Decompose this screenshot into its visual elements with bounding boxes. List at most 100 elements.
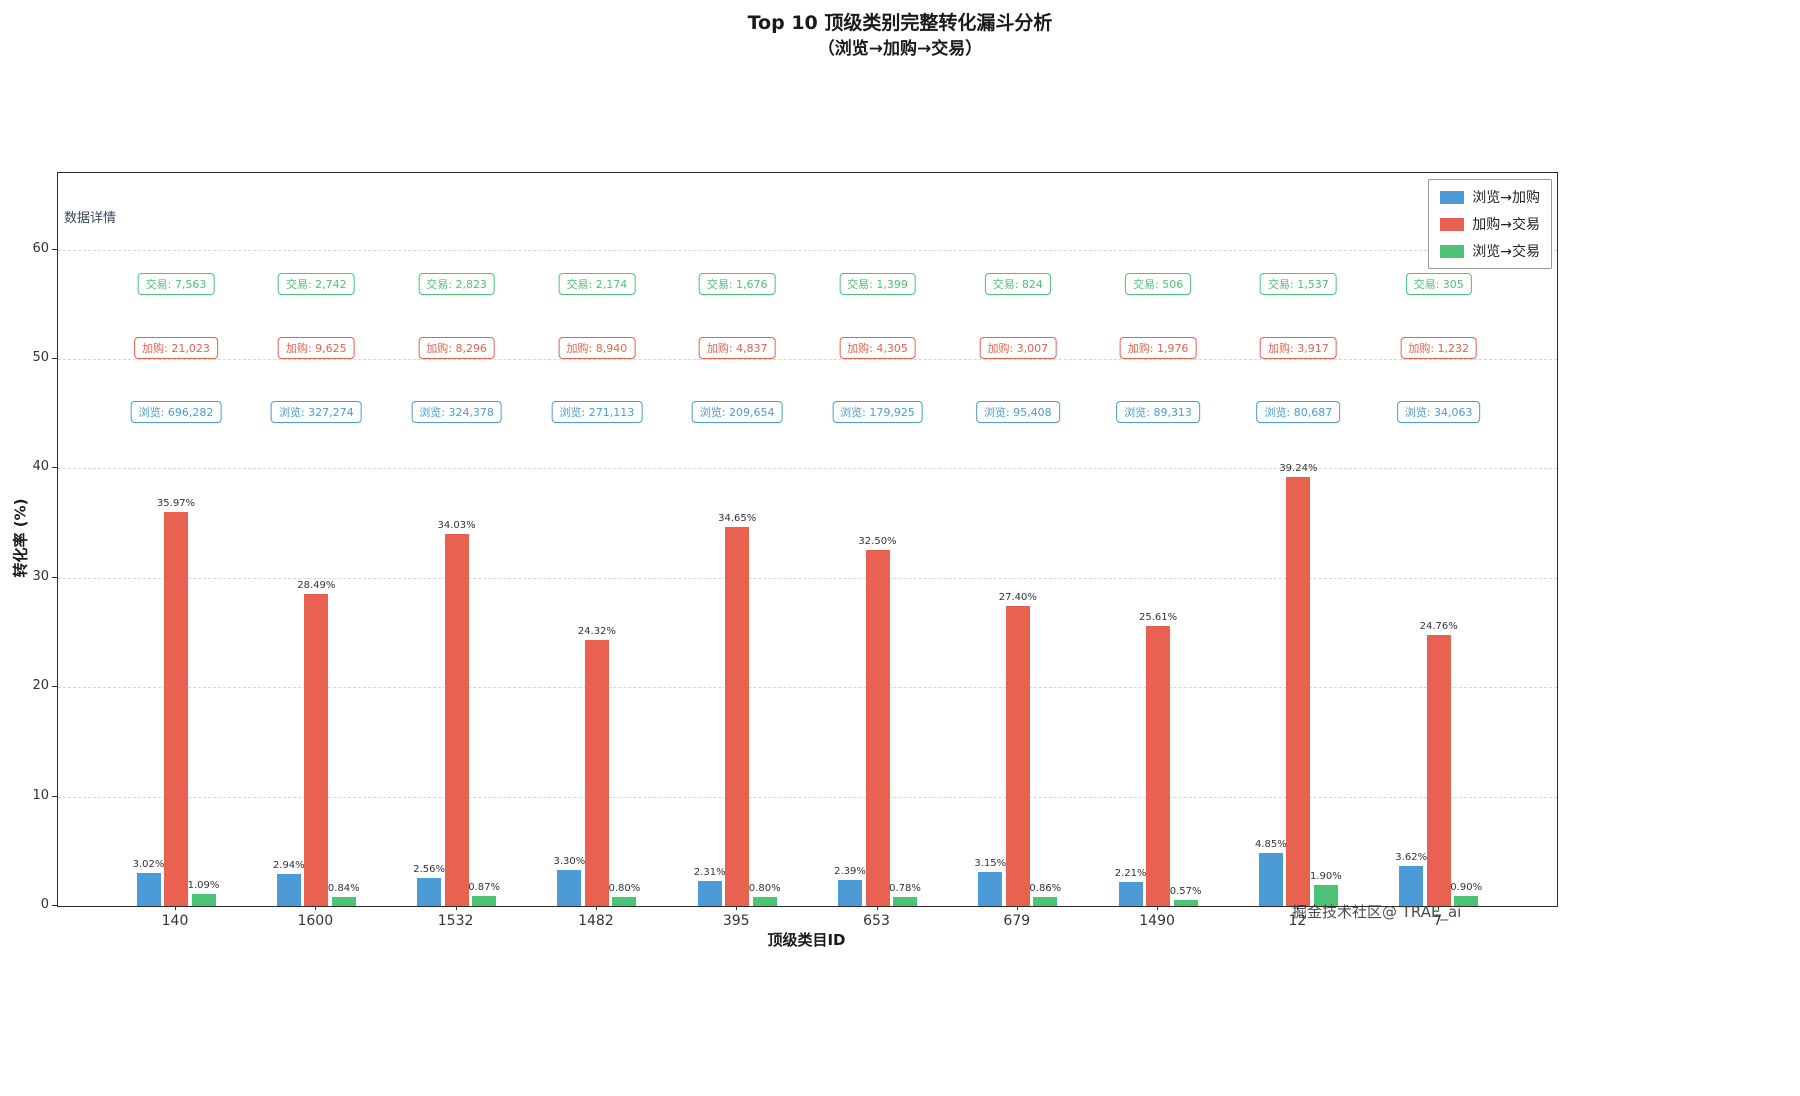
- bar-value-label: 35.97%: [156, 498, 196, 510]
- bar-value-label: 4.85%: [1255, 838, 1287, 850]
- annotation-加购: 加购: 8,940: [558, 337, 636, 359]
- annotation-交易: 交易: 2,174: [558, 273, 636, 295]
- x-tick-label: 1600: [297, 913, 334, 929]
- bar-value-label: 0.87%: [468, 882, 500, 894]
- bar-加购→交易: [865, 550, 890, 906]
- annotation-加购: 加购: 8,296: [418, 337, 495, 359]
- annotation-浏览: 浏览: 89,313: [1116, 401, 1200, 423]
- x-tick-mark: [175, 905, 176, 910]
- annotation-加购: 加购: 1,976: [1119, 337, 1197, 359]
- bar-value-label: 32.50%: [858, 536, 897, 548]
- annotation-浏览: 浏览: 696,282: [130, 401, 222, 423]
- plot-note: 数据详情: [64, 211, 117, 226]
- annotation-交易: 交易: 824: [984, 273, 1051, 295]
- annotation-加购: 加购: 1,232: [1400, 337, 1478, 359]
- gridline: [58, 358, 1557, 360]
- annotation-交易: 交易: 506: [1124, 273, 1192, 295]
- annotation-浏览: 浏览: 324,378: [411, 401, 502, 423]
- gridline: [58, 468, 1557, 470]
- y-tick-mark: [52, 905, 57, 906]
- y-tick-mark: [52, 795, 57, 797]
- annotation-浏览: 浏览: 95,408: [975, 401, 1060, 423]
- legend-label: 浏览→加购: [1472, 190, 1540, 206]
- annotation-交易: 交易: 1,537: [1260, 273, 1337, 295]
- annotation-加购: 加购: 4,837: [698, 337, 776, 359]
- bar-浏览→加购: [1258, 852, 1283, 906]
- x-tick-mark: [876, 905, 878, 910]
- y-tick-label: 60: [32, 240, 49, 256]
- bar-value-label: 3.15%: [974, 857, 1007, 869]
- bar-value-label: 0.80%: [608, 883, 641, 895]
- bar-浏览→交易: [893, 897, 917, 906]
- bar-value-label: 3.30%: [553, 855, 586, 867]
- y-tick-mark: [52, 576, 57, 578]
- annotation-浏览: 浏览: 80,687: [1256, 401, 1341, 423]
- annotation-交易: 交易: 1,676: [698, 273, 776, 295]
- bar-value-label: 27.40%: [998, 592, 1037, 604]
- annotation-加购: 加购: 4,305: [839, 337, 916, 359]
- x-axis-label: 顶级类目ID: [767, 931, 846, 949]
- bar-加购→交易: [164, 512, 188, 906]
- y-tick-label: 0: [40, 897, 49, 912]
- bar-value-label: 39.24%: [1279, 462, 1318, 474]
- bar-value-label: 1.90%: [1310, 871, 1342, 883]
- annotation-加购: 加购: 9,625: [277, 337, 355, 359]
- bar-浏览→加购: [1399, 866, 1424, 906]
- bar-value-label: 2.31%: [693, 866, 726, 878]
- bar-浏览→交易: [1313, 885, 1338, 906]
- annotation-加购: 加购: 3,917: [1260, 337, 1337, 359]
- gridline: [58, 577, 1557, 579]
- bar-value-label: 2.21%: [1114, 867, 1147, 879]
- annotation-浏览: 浏览: 271,113: [551, 401, 643, 423]
- x-tick-mark: [455, 905, 457, 910]
- bar-浏览→加购: [136, 872, 161, 906]
- bar-浏览→交易: [1033, 896, 1058, 906]
- bar-浏览→加购: [697, 880, 722, 906]
- bar-浏览→加购: [557, 869, 582, 906]
- y-tick-label: 30: [32, 568, 49, 584]
- bar-value-label: 0.86%: [1029, 882, 1062, 894]
- x-tick-label: 679: [1003, 913, 1031, 929]
- chart-title: Top 10 顶级类别完整转化漏斗分析: [747, 12, 1053, 34]
- legend-swatch: [1440, 244, 1465, 258]
- bar-加购→交易: [444, 533, 469, 906]
- bar-浏览→交易: [752, 897, 777, 906]
- x-tick-label: 395: [722, 913, 750, 929]
- plot-area: 数据详情 浏览→加购 加购→交易 浏览→交易 3.02% 2.94% 2.56% 3.30…: [57, 172, 1558, 907]
- y-tick-label: 10: [32, 787, 49, 803]
- x-tick-label: 1532: [437, 913, 474, 929]
- annotation-交易: 交易: 2,823: [418, 273, 495, 295]
- legend-item: 加购→交易: [1440, 214, 1540, 234]
- x-tick-mark: [315, 905, 317, 910]
- bar-浏览→加购: [417, 878, 442, 906]
- x-tick-label: 1482: [578, 913, 614, 929]
- y-tick-label: 40: [32, 459, 49, 475]
- bar-加购→交易: [1426, 635, 1451, 906]
- bar-value-label: 0.84%: [327, 882, 360, 894]
- bar-value-label: 0.78%: [889, 883, 921, 895]
- bar-浏览→加购: [978, 871, 1003, 906]
- annotation-交易: 交易: 2,742: [277, 273, 355, 295]
- chart-subtitle: （浏览→加购→交易）: [817, 39, 983, 59]
- annotation-加购: 加购: 21,023: [134, 337, 218, 359]
- bar-value-label: 0.57%: [1169, 885, 1202, 897]
- gridline: [58, 796, 1557, 798]
- annotation-浏览: 浏览: 34,063: [1396, 401, 1481, 423]
- annotation-交易: 交易: 1,399: [839, 273, 916, 295]
- bar-value-label: 25.61%: [1139, 611, 1178, 623]
- x-tick-label: 140: [161, 913, 189, 929]
- x-tick-label: 1490: [1139, 913, 1175, 929]
- legend-label: 加购→交易: [1472, 217, 1540, 233]
- legend: 浏览→加购 加购→交易 浏览→交易: [1428, 179, 1552, 269]
- bar-浏览→加购: [1118, 881, 1143, 906]
- y-tick-label: 50: [32, 349, 49, 365]
- bar-value-label: 2.94%: [272, 859, 305, 871]
- x-tick-label: 7: [1433, 913, 1443, 929]
- gridline: [58, 687, 1557, 689]
- y-tick-mark: [52, 467, 57, 469]
- bar-加购→交易: [304, 594, 329, 906]
- bar-浏览→交易: [191, 894, 216, 906]
- bar-加购→交易: [584, 639, 609, 906]
- bar-浏览→交易: [472, 896, 497, 906]
